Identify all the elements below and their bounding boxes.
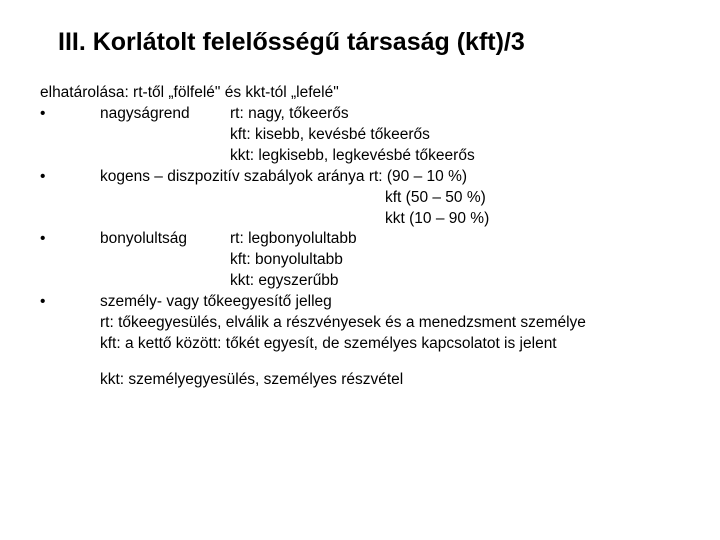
bullet-icon: • bbox=[40, 229, 60, 250]
item-1-v1: rt: nagy, tőkeerős bbox=[230, 104, 680, 125]
item-4-line1: rt: tőkeegyesülés, elválik a részvényese… bbox=[40, 313, 680, 334]
item-4-l1: rt: tőkeegyesülés, elválik a részvényese… bbox=[100, 313, 680, 334]
intro-text: elhatárolása: rt-től „fölfelé" és kkt-tó… bbox=[40, 83, 680, 104]
item-2: • kogens – diszpozitív szabályok aránya … bbox=[40, 167, 680, 188]
item-2-line2: kft (50 – 50 %) bbox=[40, 188, 680, 209]
item-1-line3: kkt: legkisebb, legkevésbé tőkeerős bbox=[40, 146, 680, 167]
item-2-v3: kkt (10 – 90 %) bbox=[385, 209, 680, 230]
item-4: • személy- vagy tőkeegyesítő jelleg bbox=[40, 292, 680, 313]
bullet-icon: • bbox=[40, 292, 60, 313]
item-3-v3: kkt: egyszerűbb bbox=[230, 271, 680, 292]
item-1-v3: kkt: legkisebb, legkevésbé tőkeerős bbox=[230, 146, 680, 167]
slide-body: elhatárolása: rt-től „fölfelé" és kkt-tó… bbox=[40, 83, 680, 391]
item-3-v1: rt: legbonyolultabb bbox=[230, 229, 680, 250]
item-1: • nagyságrend rt: nagy, tőkeerős bbox=[40, 104, 680, 125]
item-4-line2: kft: a kettő között: tőkét egyesít, de s… bbox=[40, 334, 680, 355]
item-4-l3: kkt: személyegyesülés, személyes részvét… bbox=[100, 370, 680, 391]
item-3: • bonyolultság rt: legbonyolultabb bbox=[40, 229, 680, 250]
item-2-line3: kkt (10 – 90 %) bbox=[40, 209, 680, 230]
item-3-label: bonyolultság bbox=[100, 229, 230, 250]
item-2-line1: kogens – diszpozitív szabályok aránya rt… bbox=[100, 167, 680, 188]
intro-line: elhatárolása: rt-től „fölfelé" és kkt-tó… bbox=[40, 83, 680, 104]
item-1-label: nagyságrend bbox=[100, 104, 230, 125]
item-3-v2: kft: bonyolultabb bbox=[230, 250, 680, 271]
slide-title: III. Korlátolt felelősségű társaság (kft… bbox=[58, 28, 680, 57]
item-2-v2: kft (50 – 50 %) bbox=[385, 188, 680, 209]
item-3-line2: kft: bonyolultabb bbox=[40, 250, 680, 271]
item-4-line3: kkt: személyegyesülés, személyes részvét… bbox=[40, 370, 680, 391]
slide: III. Korlátolt felelősségű társaság (kft… bbox=[0, 0, 720, 540]
item-4-l2: kft: a kettő között: tőkét egyesít, de s… bbox=[100, 334, 680, 355]
item-1-v2: kft: kisebb, kevésbé tőkeerős bbox=[230, 125, 680, 146]
item-4-title: személy- vagy tőkeegyesítő jelleg bbox=[100, 292, 680, 313]
item-3-line3: kkt: egyszerűbb bbox=[40, 271, 680, 292]
bullet-icon: • bbox=[40, 167, 60, 188]
bullet-icon: • bbox=[40, 104, 60, 125]
item-1-line2: kft: kisebb, kevésbé tőkeerős bbox=[40, 125, 680, 146]
